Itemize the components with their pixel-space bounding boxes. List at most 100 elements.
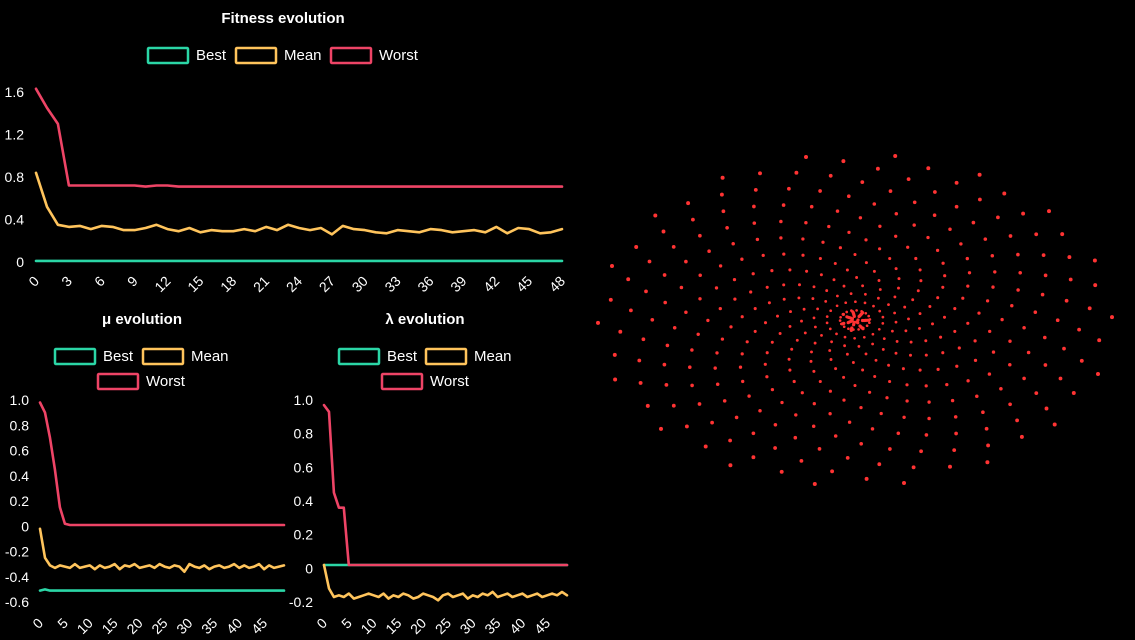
spiral-dot	[1016, 252, 1020, 257]
spiral-dot	[688, 365, 692, 369]
spiral-dot	[679, 285, 684, 290]
fitness-legend-mean[interactable]: Mean	[234, 46, 322, 65]
lambda-legend-mean[interactable]: Mean	[424, 347, 512, 366]
spiral-dot	[731, 242, 735, 246]
mu-legend-best[interactable]: Best	[53, 347, 134, 366]
spiral-dot	[862, 335, 866, 339]
spiral-dot	[935, 248, 940, 253]
mu-y-tick-label: 0.6	[10, 443, 30, 459]
spiral-dot	[818, 256, 822, 261]
spiral-dot	[829, 358, 833, 361]
spiral-dot	[787, 186, 791, 191]
spiral-dot	[634, 245, 639, 249]
spiral-dot	[671, 245, 676, 249]
spiral-core-dot	[855, 320, 859, 324]
spiral-dot	[986, 443, 991, 448]
spiral-dot	[690, 383, 694, 388]
spiral-dot	[686, 201, 691, 206]
spiral-dot	[1067, 255, 1072, 260]
spiral-dot	[1096, 372, 1100, 376]
spiral-dot	[853, 383, 857, 388]
spiral-dot	[684, 259, 688, 264]
spiral-dot	[864, 292, 867, 296]
spiral-dot	[897, 277, 901, 281]
spiral-dot	[973, 358, 978, 363]
spiral-dot	[714, 286, 719, 290]
spiral-dot	[981, 410, 985, 415]
spiral-dot	[787, 357, 791, 361]
spiral-dot	[872, 269, 876, 273]
spiral-dot	[927, 416, 931, 421]
spiral-dot	[919, 279, 923, 283]
spiral-dot	[778, 332, 782, 335]
spiral-dot	[953, 329, 957, 333]
spiral-dot	[782, 297, 786, 301]
lambda-series-line-worst	[322, 403, 569, 567]
spiral-dot	[897, 286, 900, 290]
fitness-legend-best[interactable]: Best	[146, 46, 227, 65]
spiral-dot	[691, 217, 695, 222]
spiral-dot	[941, 261, 945, 265]
spiral-dot	[918, 268, 922, 272]
fitness-legend-worst[interactable]: Worst	[329, 46, 419, 65]
mu-y-tick-label: -0.2	[5, 544, 29, 560]
lambda-legend-best[interactable]: Best	[337, 347, 418, 366]
spiral-dot	[842, 325, 846, 329]
spiral-dot	[966, 284, 970, 288]
spiral-dot	[864, 238, 868, 242]
spiral-dot	[637, 358, 642, 363]
spiral-dot	[810, 350, 813, 354]
lambda-series-line-mean	[322, 563, 569, 602]
spiral-dot	[763, 321, 768, 325]
fitness-evolution-chart: Fitness evolution Best Mean Worst 0 0.4 0.8 1.2…	[5, 10, 569, 295]
spiral-dot	[894, 267, 898, 271]
fitness-series-line-worst	[34, 87, 564, 188]
spiral-dot	[728, 463, 733, 468]
fitness-y-tick-label: 0	[16, 254, 24, 270]
spiral-dot	[653, 213, 658, 218]
lambda-y-tick-label: 1.0	[294, 392, 314, 408]
spiral-dot	[918, 368, 922, 372]
spiral-dot	[732, 277, 737, 282]
mu-y-tick-label: 1.0	[10, 392, 30, 408]
spiral-dot	[1062, 346, 1066, 351]
spiral-dot	[779, 469, 784, 474]
spiral-dot	[752, 204, 756, 209]
spiral-dot	[821, 240, 825, 244]
spiral-dot	[885, 396, 889, 400]
spiral-dot	[789, 310, 792, 314]
spiral-dot	[835, 332, 838, 336]
mu-y-tick-label: 0	[21, 518, 29, 534]
spiral-core-dot	[860, 318, 865, 323]
spiral-dot	[1079, 358, 1084, 363]
spiral-dot	[888, 379, 892, 384]
spiral-dot	[849, 292, 853, 295]
spiral-dot	[663, 300, 668, 305]
spiral-dot	[747, 394, 751, 398]
mu-legend-worst[interactable]: Worst	[96, 372, 186, 391]
spiral-dot	[703, 444, 708, 449]
spiral-core-dot	[842, 321, 846, 325]
spiral-dot	[618, 329, 623, 334]
spiral-dot	[1047, 209, 1051, 214]
spiral-dot	[845, 456, 850, 460]
spiral-dot	[804, 155, 808, 159]
spiral-dot	[843, 344, 846, 348]
fitness-legend-swatch-worst	[329, 46, 373, 65]
spiral-dot	[975, 394, 979, 398]
spiral-dot	[812, 285, 816, 289]
spiral-dot	[879, 411, 883, 416]
spiral-dot	[645, 403, 650, 408]
mu-legend-mean[interactable]: Mean	[141, 347, 229, 366]
spiral-dot	[887, 303, 890, 306]
spiral-dot	[755, 237, 760, 242]
spiral-dot	[721, 209, 726, 214]
spiral-dot	[745, 340, 749, 344]
spiral-dot	[842, 398, 846, 402]
spiral-dot	[753, 188, 758, 192]
spiral-dot	[803, 331, 807, 335]
lambda-legend-worst[interactable]: Worst	[380, 372, 470, 391]
spiral-dot	[753, 329, 757, 333]
spiral-dot	[741, 379, 745, 384]
spiral-dot	[988, 329, 992, 334]
